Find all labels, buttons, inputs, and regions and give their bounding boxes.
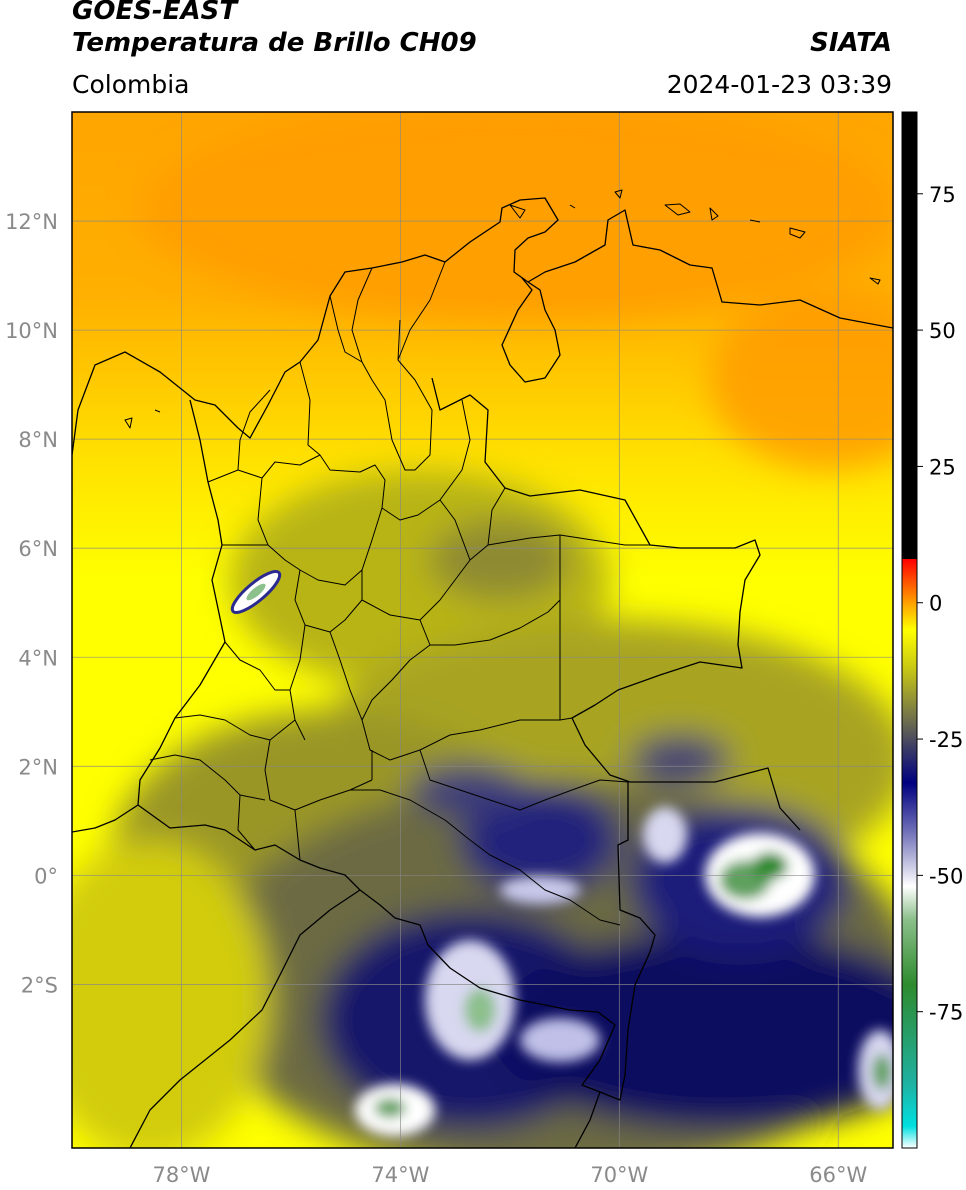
lat-tick-label: 6°N: [18, 537, 58, 561]
department-borders: [149, 261, 650, 926]
colorbar: 75 50 25 0 -25 -50 -75: [901, 111, 963, 1149]
colorbar-tick-label: 0: [929, 592, 942, 616]
peru-brazil-border: [574, 1091, 601, 1148]
datetime-label: 2024-01-23 03:39: [666, 70, 892, 99]
colorbar-tick-label: 75: [929, 183, 956, 207]
satellite-title: GOES-EAST: [72, 0, 238, 26]
source-label: SIATA: [810, 28, 892, 58]
graticule: [72, 112, 893, 1148]
longitude-labels: 78°W 74°W 70°W 66°W: [152, 1163, 867, 1187]
map-frame: [71, 111, 894, 1149]
brightness-temperature-field: [72, 112, 893, 1148]
colorbar-tick-label: -75: [929, 1001, 963, 1025]
ecuador-peru-border: [129, 889, 361, 1148]
latitude-labels: 12°N 10°N 8°N 6°N 4°N 2°N 0° 2°S: [5, 210, 58, 997]
lon-tick-label: 74°W: [371, 1163, 429, 1187]
pacific-coastline: [72, 399, 226, 833]
colombia-peru-border: [137, 804, 571, 1011]
colorbar-tick-label: -25: [929, 728, 963, 752]
lon-tick-label: 70°W: [590, 1163, 648, 1187]
colorbar-ticks: 75 50 25 0 -25 -50 -75: [917, 183, 963, 1025]
lat-tick-label: 0°: [34, 864, 58, 888]
colorbar-tick-label: 50: [929, 319, 956, 343]
colorbar-tick-label: 25: [929, 455, 956, 479]
lat-tick-label: 10°N: [5, 319, 58, 343]
lat-tick-label: 2°N: [18, 755, 58, 779]
lon-tick-label: 78°W: [152, 1163, 210, 1187]
colombia-brazil-border: [569, 782, 656, 1101]
lat-tick-label: 12°N: [5, 210, 58, 234]
colorbar-frame: [901, 111, 918, 1149]
caribbean-coastline: [72, 197, 893, 456]
boundaries: [72, 189, 893, 1148]
lat-tick-label: 8°N: [18, 428, 58, 452]
lat-tick-label: 2°S: [21, 973, 58, 997]
region-label: Colombia: [72, 70, 190, 99]
islands: [124, 189, 881, 429]
lon-tick-label: 66°W: [809, 1163, 867, 1187]
product-title: Temperatura de Brillo CH09: [72, 28, 477, 58]
lat-tick-label: 4°N: [18, 646, 58, 670]
colorbar-gradient: [902, 112, 917, 1148]
colorbar-tick-label: -50: [929, 864, 963, 888]
